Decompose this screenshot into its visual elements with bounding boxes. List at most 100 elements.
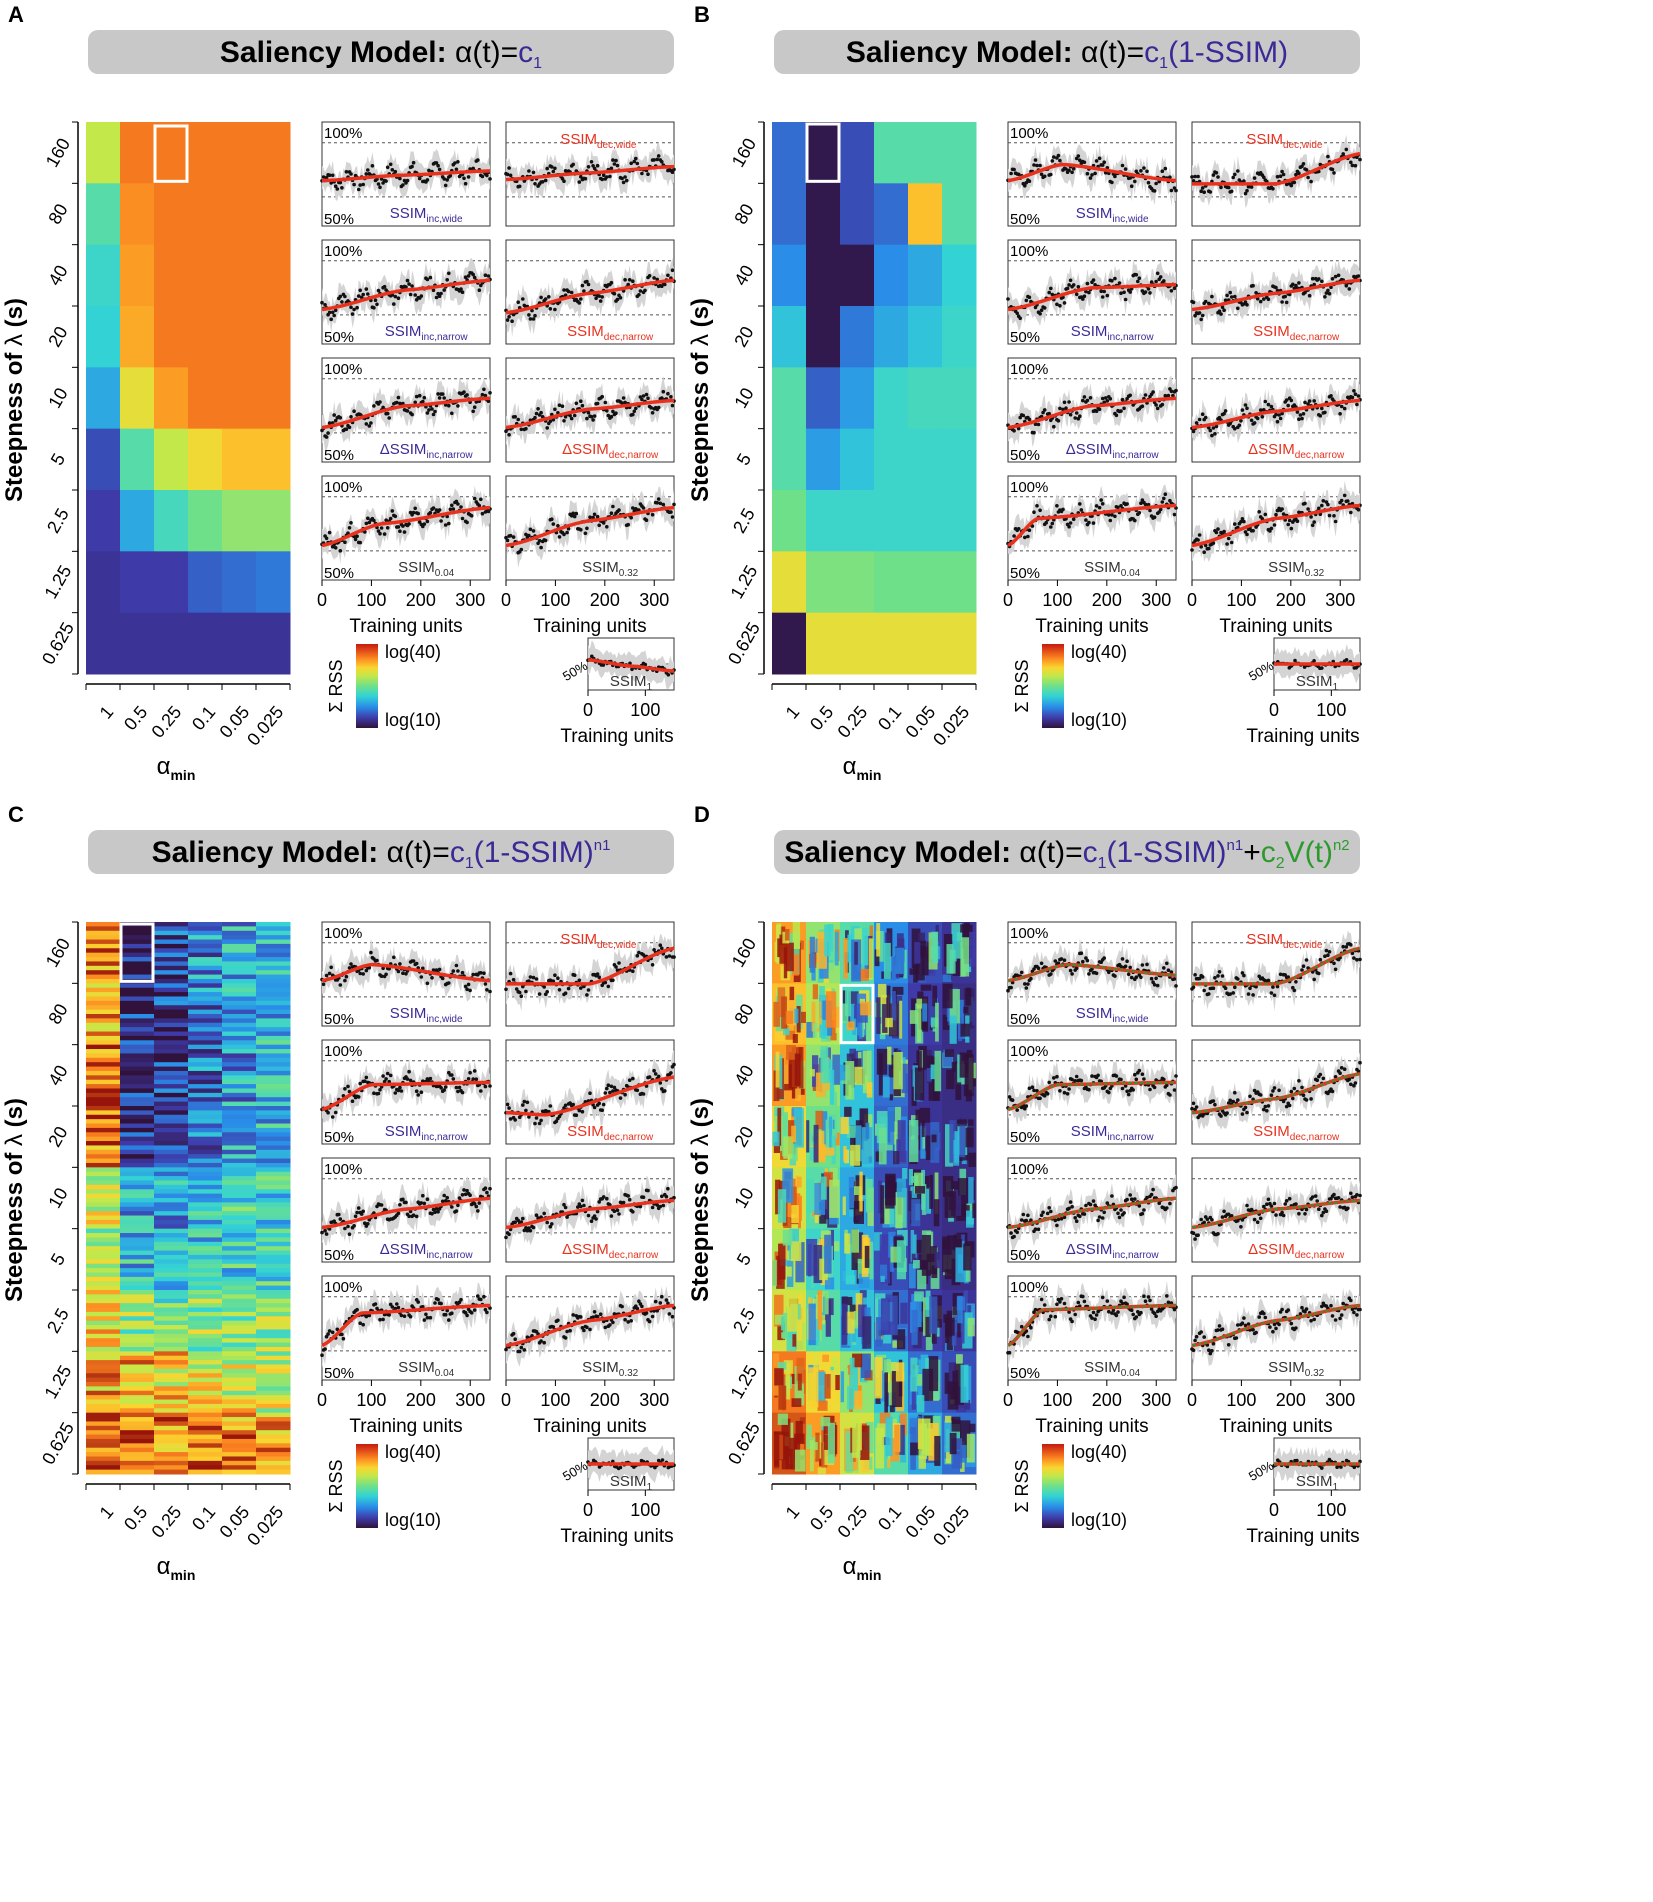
- data-point: [1140, 404, 1145, 409]
- heatmap-cell: [154, 983, 189, 989]
- data-point: [553, 973, 557, 977]
- data-point: [637, 1299, 641, 1303]
- data-point: [1172, 186, 1177, 190]
- data-point: [656, 1074, 661, 1079]
- heatmap-cell: [908, 367, 943, 430]
- data-point: [1070, 170, 1074, 175]
- data-point: [1294, 283, 1298, 288]
- heatmap-cell: [188, 965, 223, 971]
- data-point: [321, 175, 326, 179]
- heatmap-cell: [188, 1298, 223, 1304]
- data-point: [460, 1090, 465, 1095]
- heatmap-texture: [860, 1001, 872, 1016]
- data-point: [323, 1228, 327, 1233]
- heatmap-cell: [256, 306, 291, 368]
- data-point: [1301, 162, 1306, 166]
- data-point: [579, 1204, 583, 1209]
- heatmap-cell: [120, 948, 155, 954]
- data-point: [408, 292, 413, 297]
- data-point: [635, 161, 640, 166]
- heatmap-cell: [256, 1219, 291, 1225]
- data-point: [1056, 153, 1061, 158]
- subplot-label: SSIMinc,narrow: [385, 1123, 469, 1143]
- data-point: [411, 160, 416, 165]
- heatmap-cell: [256, 1132, 291, 1138]
- label-main: SSIM: [567, 1123, 604, 1140]
- subplot-label: SSIMinc,wide: [390, 1005, 463, 1025]
- data-point: [579, 986, 583, 990]
- data-point: [1032, 163, 1036, 167]
- heatmap-cell: [154, 1141, 189, 1146]
- label-main: SSIM: [560, 931, 597, 948]
- data-point: [463, 181, 468, 186]
- heatmap-cell: [86, 1132, 121, 1138]
- heatmap-cell: [222, 1456, 257, 1462]
- data-point: [445, 278, 450, 282]
- data-point: [574, 1113, 579, 1117]
- pct-100-label: 100%: [324, 925, 362, 942]
- data-point: [476, 1209, 480, 1213]
- fit-subplot-ssim1: 50% SSIM1: [1246, 637, 1362, 693]
- confidence-band: [322, 258, 490, 333]
- pct-50-label: 50%: [560, 658, 590, 684]
- heatmap-texture: [794, 1053, 801, 1086]
- data-point: [1245, 303, 1249, 307]
- data-point: [1298, 413, 1303, 417]
- heatmap-cell: [256, 1049, 291, 1054]
- colorbar: [356, 644, 378, 728]
- data-point: [1347, 287, 1352, 291]
- data-point: [471, 272, 476, 277]
- data-point: [608, 174, 612, 179]
- model-fit-line: [1192, 151, 1361, 186]
- data-point: [485, 988, 489, 992]
- data-point: [1064, 406, 1068, 411]
- heatmap-cell: [154, 935, 189, 941]
- data-point: [381, 1317, 385, 1322]
- data-point: [1324, 291, 1329, 295]
- data-point: [601, 663, 606, 667]
- data-point: [384, 179, 388, 183]
- data-point: [1162, 279, 1166, 283]
- heatmap-cell: [154, 1412, 189, 1418]
- heatmap-texture: [889, 1094, 893, 1101]
- data-point: [1333, 519, 1338, 524]
- data-point: [1262, 175, 1266, 180]
- heatmap-cell: [120, 1162, 155, 1168]
- data-point: [443, 1085, 448, 1089]
- data-point: [421, 399, 425, 404]
- data-point: [330, 1330, 335, 1335]
- data-point: [370, 164, 375, 168]
- heatmap-cell: [222, 1215, 257, 1221]
- data-point: [1016, 426, 1021, 431]
- heatmap-cell: [188, 1193, 223, 1199]
- heatmap-texture: [834, 931, 839, 966]
- data-point: [579, 528, 583, 532]
- data-point: [395, 400, 399, 405]
- label-main: SSIM: [385, 323, 422, 340]
- data-point: [1358, 157, 1362, 162]
- data-point: [404, 972, 408, 976]
- heatmap-texture: [790, 1241, 802, 1262]
- data-point: [320, 300, 324, 305]
- heatmap-cell: [86, 996, 121, 1002]
- data-point: [508, 173, 513, 178]
- heatmap-texture: [933, 1199, 940, 1227]
- data-point: [460, 516, 465, 521]
- heatmap-cell: [120, 996, 155, 1002]
- data-point: [431, 1207, 436, 1212]
- heatmap-cell: [188, 1206, 223, 1212]
- data-point: [586, 282, 591, 287]
- data-point: [340, 1332, 344, 1337]
- heatmap-cell: [188, 1005, 223, 1011]
- data-point: [513, 1118, 517, 1122]
- data-point: [1139, 501, 1143, 506]
- heatmap-cell: [120, 1215, 155, 1221]
- data-point: [1329, 285, 1333, 290]
- data-point: [480, 392, 485, 397]
- heatmap-texture: [787, 1297, 798, 1332]
- data-point: [1324, 500, 1329, 504]
- data-point: [1266, 297, 1271, 302]
- data-point: [1278, 174, 1283, 178]
- data-point: [1207, 546, 1211, 551]
- label-sub: 0.04: [435, 1368, 455, 1379]
